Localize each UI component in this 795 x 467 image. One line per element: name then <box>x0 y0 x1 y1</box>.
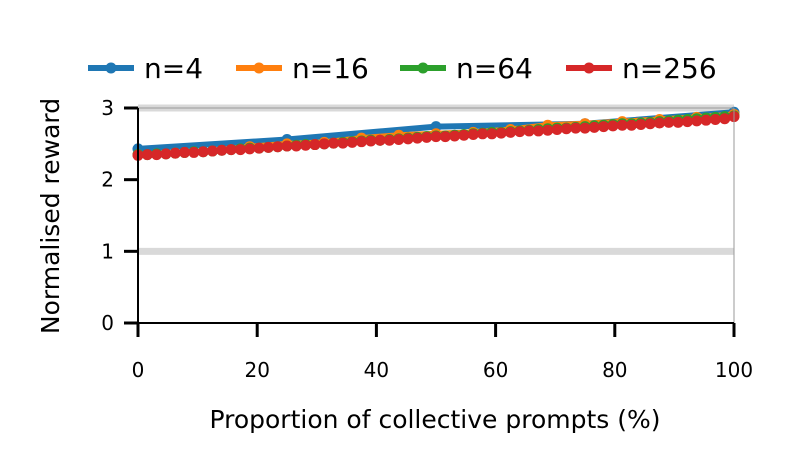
data-point-3-55 <box>644 118 656 130</box>
x-tick-label-1: 20 <box>244 358 269 382</box>
data-point-3-49 <box>588 121 600 133</box>
legend-entry-2: n=64 <box>400 52 533 85</box>
data-point-3-42 <box>523 125 535 137</box>
data-point-3-39 <box>495 127 507 139</box>
data-point-3-4 <box>169 147 181 159</box>
legend-label-2: n=64 <box>456 52 533 85</box>
data-point-3-46 <box>560 123 572 135</box>
data-point-3-45 <box>551 124 563 135</box>
y-tick-label-2: 2 <box>101 168 114 192</box>
data-point-3-15 <box>272 141 284 153</box>
legend-label-0: n=4 <box>144 52 203 85</box>
data-point-3-6 <box>188 146 200 158</box>
data-point-3-11 <box>234 144 246 156</box>
data-point-3-7 <box>197 146 209 158</box>
data-point-3-41 <box>514 126 526 138</box>
y-tick-label-3: 3 <box>101 96 114 120</box>
data-point-3-61 <box>700 114 712 126</box>
data-point-3-35 <box>458 129 470 141</box>
data-point-3-5 <box>179 146 191 158</box>
x-tick-label-0: 0 <box>132 358 145 382</box>
data-point-3-52 <box>616 119 628 131</box>
legend-entry-3: n=256 <box>566 52 717 85</box>
data-point-3-43 <box>532 125 544 137</box>
legend: n=4 n=16 n=64 n=256 <box>88 52 717 85</box>
data-point-3-60 <box>691 115 703 127</box>
data-point-3-56 <box>654 117 665 129</box>
data-point-3-59 <box>681 116 693 128</box>
data-point-3-29 <box>402 133 414 145</box>
legend-label-1: n=16 <box>292 52 369 85</box>
data-point-3-13 <box>253 142 265 154</box>
data-point-3-62 <box>709 113 721 125</box>
data-point-3-38 <box>486 128 498 140</box>
data-point-3-2 <box>151 149 163 161</box>
data-point-3-57 <box>663 116 675 128</box>
data-point-3-34 <box>449 130 461 142</box>
data-point-3-14 <box>262 141 274 153</box>
plot-frame <box>137 107 735 324</box>
legend-label-3: n=256 <box>622 52 717 85</box>
legend-swatch-marker-3 <box>583 62 595 74</box>
data-point-3-3 <box>160 148 172 160</box>
x-tick-label-3: 60 <box>483 358 508 382</box>
legend-swatch-marker-0 <box>105 62 117 74</box>
data-point-3-28 <box>393 134 405 146</box>
data-point-3-10 <box>225 144 237 156</box>
x-axis-label: Proportion of collective prompts (%) <box>209 405 660 434</box>
data-point-3-12 <box>244 143 256 155</box>
data-point-3-53 <box>626 119 638 131</box>
data-point-3-50 <box>598 121 610 133</box>
data-point-3-9 <box>216 144 228 156</box>
data-point-3-22 <box>337 137 349 149</box>
x-tick-label-2: 40 <box>364 358 389 382</box>
data-point-3-33 <box>439 131 451 143</box>
data-point-3-27 <box>383 134 395 146</box>
series-3 <box>132 111 740 161</box>
data-point-3-40 <box>505 126 516 138</box>
data-point-3-24 <box>356 136 367 148</box>
data-point-3-36 <box>467 129 479 141</box>
data-point-3-31 <box>421 131 433 143</box>
data-point-3-20 <box>318 138 330 150</box>
legend-entry-0: n=4 <box>88 52 203 85</box>
data-point-3-8 <box>207 145 218 157</box>
data-point-3-48 <box>579 122 591 134</box>
data-point-3-23 <box>346 136 358 148</box>
x-tick-label-5: 100 <box>715 358 753 382</box>
data-point-3-21 <box>328 137 340 149</box>
data-point-3-47 <box>570 122 582 134</box>
data-point-3-1 <box>141 149 153 161</box>
data-point-3-19 <box>309 139 321 151</box>
data-point-3-17 <box>290 140 302 152</box>
data-point-3-54 <box>635 118 647 130</box>
data-point-3-26 <box>374 134 386 146</box>
data-point-3-16 <box>281 140 293 152</box>
y-axis: 0 1 2 3 <box>101 96 138 335</box>
data-point-3-44 <box>542 124 554 136</box>
data-point-3-18 <box>300 139 312 151</box>
series-layer <box>132 106 740 161</box>
x-tick-label-4: 80 <box>602 358 627 382</box>
legend-swatch-marker-2 <box>417 62 429 74</box>
x-axis: 0 20 40 60 80 100 <box>132 323 753 382</box>
legend-swatch-marker-1 <box>253 62 265 74</box>
data-point-3-51 <box>607 120 619 132</box>
data-point-3-37 <box>477 128 489 140</box>
y-tick-label-0: 0 <box>101 311 114 335</box>
data-point-3-63 <box>719 113 731 125</box>
data-point-3-25 <box>365 135 377 147</box>
data-point-3-58 <box>672 116 684 128</box>
legend-entry-1: n=16 <box>236 52 369 85</box>
y-tick-label-1: 1 <box>101 239 114 263</box>
y-axis-label: Normalised reward <box>36 98 65 334</box>
data-point-3-32 <box>430 131 442 143</box>
data-point-3-30 <box>411 132 423 144</box>
